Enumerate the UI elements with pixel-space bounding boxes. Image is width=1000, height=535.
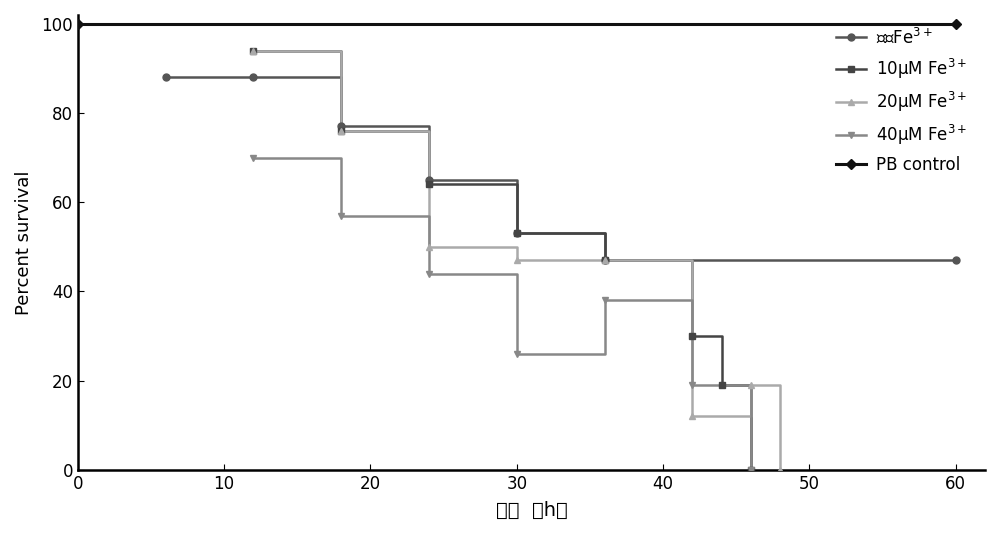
Y-axis label: Percent survival: Percent survival [15, 170, 33, 315]
Legend: 不含Fe$^{3+}$, 10μM Fe$^{3+}$, 20μM Fe$^{3+}$, 40μM Fe$^{3+}$, PB control: 不含Fe$^{3+}$, 10μM Fe$^{3+}$, 20μM Fe$^{3… [829, 21, 974, 181]
X-axis label: 时间  （h）: 时间 （h） [496, 501, 567, 520]
